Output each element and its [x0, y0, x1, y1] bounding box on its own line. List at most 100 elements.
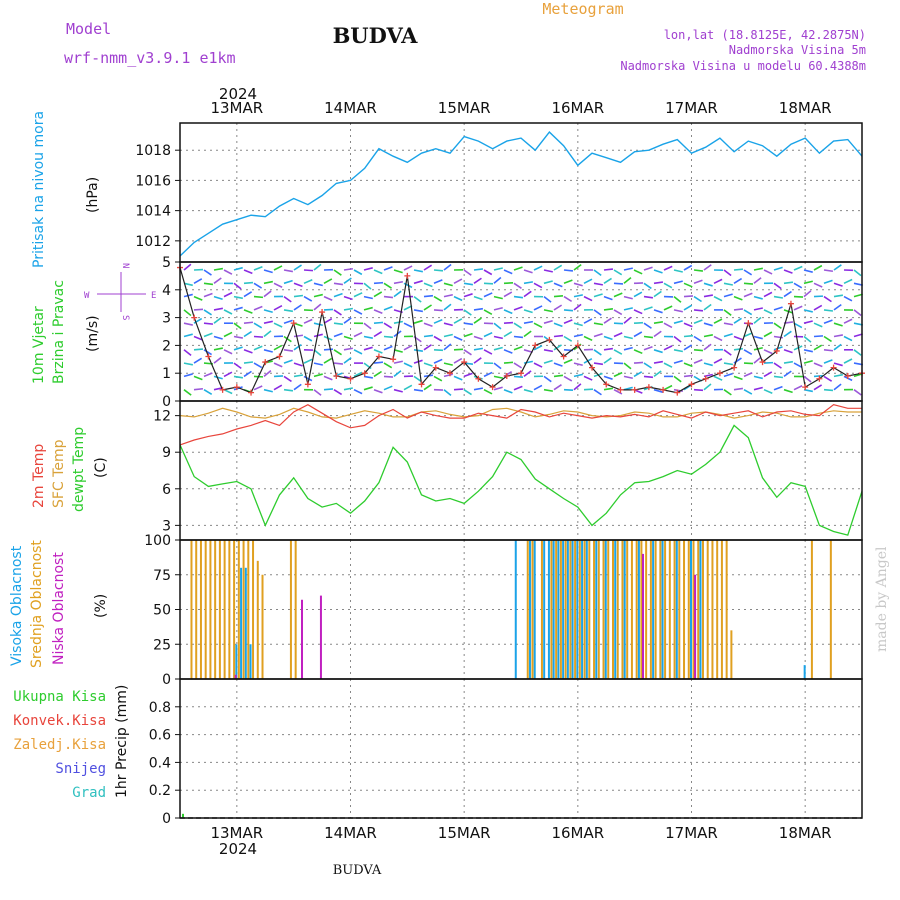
wind-arrow [533, 362, 543, 368]
y-tick-label: 1016 [135, 173, 171, 189]
wind-arrow [833, 373, 843, 378]
mid-cloud-bar [640, 540, 643, 679]
wind-arrow [473, 357, 482, 364]
wind-arrow [303, 335, 313, 342]
mid-cloud-bar [673, 540, 676, 679]
wind-arrow [553, 334, 564, 338]
wind-arrow [223, 349, 233, 355]
mid-cloud-bar [588, 540, 591, 679]
wind-arrow [343, 387, 353, 391]
wind-arrow [213, 335, 223, 340]
wind-arrow [243, 281, 254, 285]
wind-arrow [373, 309, 383, 315]
wind-arrow [433, 269, 444, 272]
wind-arrow [503, 269, 513, 275]
wind-arrow [253, 362, 263, 369]
wind-arrow [503, 291, 513, 298]
wind-arrow [833, 264, 842, 271]
wind-arrow [373, 388, 383, 394]
dewpoint-line [179, 424, 863, 536]
wind-arrow [413, 349, 424, 352]
wind-arrow [603, 277, 612, 284]
wind-arrow [753, 267, 763, 271]
wind-arrow [433, 375, 443, 382]
wind-arrow [213, 277, 222, 284]
wind-speed-marker [361, 370, 368, 377]
wind-arrow [613, 282, 624, 285]
wind-arrow [483, 388, 493, 395]
y-tick-label: 6 [162, 482, 171, 498]
wind-arrow [663, 384, 673, 391]
wind-arrow [563, 309, 574, 312]
wind-arrow [663, 282, 673, 289]
mid-cloud-bar [204, 540, 207, 679]
wind-arrow [483, 269, 493, 276]
wind-arrow [623, 316, 632, 324]
wind-speed-marker [674, 389, 681, 396]
wind-arrow [793, 282, 803, 289]
wind-arrow [853, 293, 863, 298]
wind-arrow [333, 269, 342, 276]
wind-arrow [483, 331, 493, 338]
wind-arrow [323, 357, 333, 364]
wind-arrow [523, 281, 534, 285]
wind-arrow [193, 348, 204, 351]
mid-cloud-bar [692, 540, 695, 679]
lonlat-label: lon,lat (18.8125E, 42.2875N) [664, 28, 866, 42]
wind-arrow [343, 277, 352, 284]
wind-arrow [623, 307, 633, 311]
wind-arrow [613, 269, 623, 276]
wind-arrow [323, 318, 333, 324]
wind-arrow [423, 334, 434, 338]
wind-arrow [383, 362, 393, 369]
high-cloud-bar [585, 540, 588, 679]
wind-arrow [233, 266, 243, 271]
wind-speed-marker [759, 359, 766, 366]
sfc-temp-line [179, 407, 862, 419]
wind-arrow [233, 375, 244, 379]
wind-arrow [323, 295, 333, 301]
wind-arrow [263, 370, 272, 378]
wind-arrow [363, 346, 373, 351]
mid-cloud-bar [218, 540, 221, 679]
wind-arrow [193, 308, 204, 311]
wind-arrow [613, 292, 623, 298]
wind-arrow [733, 308, 744, 311]
wind-arrow [803, 309, 813, 313]
wind-speed-marker [375, 353, 382, 360]
wind-arrow [763, 269, 773, 275]
wind-arrow [683, 362, 693, 368]
mid-cloud-bar [720, 540, 723, 679]
wind-arrow [833, 303, 842, 311]
wind-arrow [223, 269, 233, 275]
wind-arrow [643, 295, 654, 299]
wind-arrow [203, 282, 214, 286]
wind-arrow [433, 279, 443, 285]
wind-arrow [823, 295, 832, 303]
wind-arrow [323, 375, 333, 381]
mid-cloud-bar [555, 540, 558, 679]
wind-arrow [763, 371, 773, 378]
y-tick-label: 12 [153, 409, 171, 425]
wind-speed-marker [290, 320, 297, 327]
high-cloud-bar [699, 540, 702, 679]
wind-arrow [343, 267, 354, 271]
wind-arrow [343, 317, 352, 324]
wind-arrow [783, 349, 793, 354]
wind-arrow [623, 375, 633, 380]
high-cloud-bar [571, 540, 574, 679]
wind-arrow [393, 370, 402, 378]
wind-arrow [513, 375, 524, 378]
wind-arrow [223, 331, 233, 338]
wind-arrow [333, 322, 344, 326]
wind-arrow [453, 318, 463, 324]
y-tick-label: 3 [162, 311, 171, 327]
wind-arrow [733, 335, 743, 341]
wind-arrow [323, 388, 334, 391]
wind-arrow [633, 331, 643, 338]
wind-arrow [683, 374, 694, 378]
wind-arrow [543, 319, 553, 324]
wind-arrow [773, 266, 783, 271]
wind-arrow [563, 319, 573, 324]
precip-legend-snow: Snijeg [55, 761, 106, 777]
